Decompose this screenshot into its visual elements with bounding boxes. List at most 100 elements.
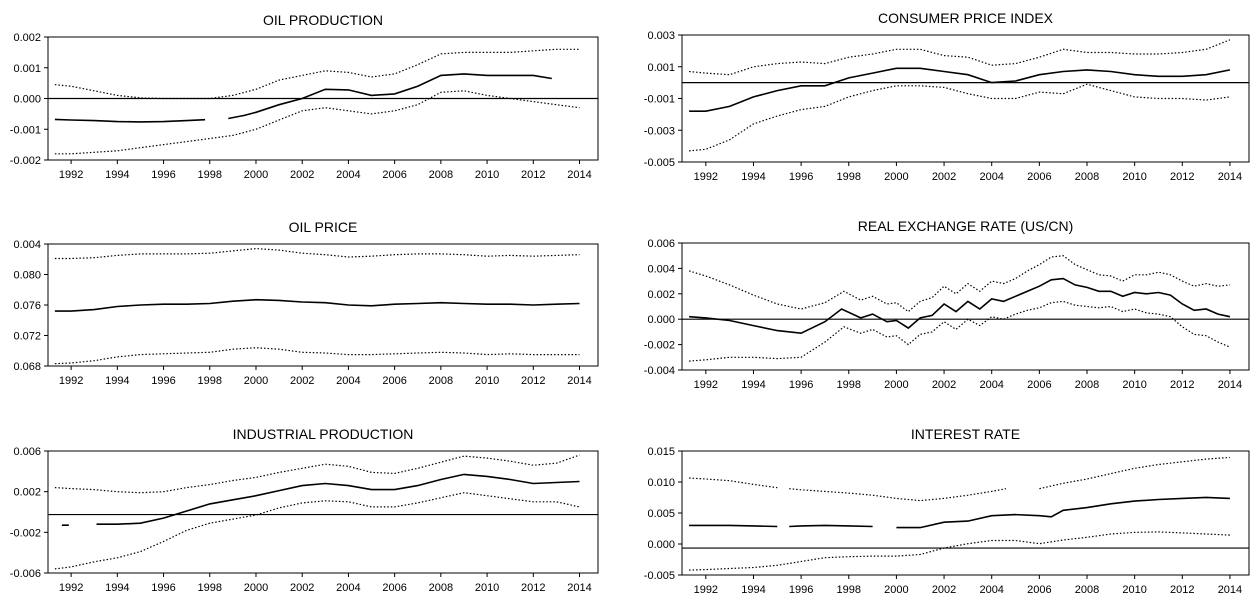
x-tick-label: 2002 — [290, 375, 314, 387]
x-tick-label: 1996 — [151, 582, 175, 594]
x-tick-label: 2006 — [382, 169, 406, 181]
chart-panel: OIL PRODUCTION 0.002 0.001 0.000 -0.001 -0.00… — [10, 12, 599, 181]
y-tick-label: 0.000 — [647, 314, 675, 326]
chart-title: CONSUMER PRICE INDEX — [878, 10, 1054, 26]
x-tick-label: 1994 — [105, 169, 129, 181]
y-tick-label: -0.002 — [10, 155, 41, 167]
x-tick-label: 1996 — [151, 375, 175, 387]
plot-frame — [681, 34, 1250, 163]
x-tick-label: 1992 — [59, 582, 83, 594]
x-tick-label: 2008 — [1075, 379, 1099, 391]
x-tick-label: 2000 — [244, 169, 268, 181]
x-tick-label: 2012 — [1170, 584, 1194, 596]
x-tick-label: 2000 — [884, 379, 908, 391]
x-tick-label: 1998 — [837, 379, 861, 391]
estimate-line — [689, 496, 1230, 529]
x-tick-label: 2004 — [336, 169, 360, 181]
chart-panel: REAL EXCHANGE RATE (US/CN) 0.006 0.004 0.00… — [644, 218, 1250, 391]
y-tick-label: 0.003 — [647, 30, 675, 42]
x-tick-label: 2014 — [1218, 171, 1242, 183]
x-tick-label: 2006 — [1027, 584, 1051, 596]
chart-title: REAL EXCHANGE RATE (US/CN) — [858, 218, 1073, 234]
chart-panel: CONSUMER PRICE INDEX 0.003 0.001 -0.001 -0.0… — [644, 10, 1250, 183]
y-tick-label: -0.001 — [644, 94, 675, 106]
y-tick-label: -0.002 — [10, 527, 41, 539]
y-tick-label: -0.005 — [644, 157, 675, 169]
y-tick-label: -0.006 — [10, 568, 41, 580]
y-tick-label: 0.001 — [13, 63, 41, 75]
estimate-line — [54, 298, 580, 312]
x-tick-label: 2010 — [475, 582, 499, 594]
y-tick-label: 0.000 — [13, 94, 41, 106]
x-tick-label: 2012 — [521, 375, 545, 387]
x-tick-label: 1998 — [198, 169, 222, 181]
x-tick-label: 2014 — [567, 582, 591, 594]
chart-title: OIL PRODUCTION — [263, 12, 383, 28]
x-tick-label: 2006 — [1027, 379, 1051, 391]
x-tick-label: 1996 — [789, 171, 813, 183]
x-tick-label: 1992 — [694, 584, 718, 596]
plot-frame — [681, 450, 1250, 576]
y-tick-label: 0.002 — [13, 32, 41, 44]
x-tick-label: 1992 — [59, 375, 83, 387]
x-tick-label: 1996 — [789, 584, 813, 596]
x-tick-label: 2004 — [336, 375, 360, 387]
x-tick-label: 2004 — [979, 171, 1003, 183]
x-tick-label: 2008 — [429, 582, 453, 594]
y-tick-label: 0.006 — [13, 446, 41, 458]
lower-band-line — [54, 90, 580, 155]
x-tick-label: 1998 — [837, 584, 861, 596]
lower-band-line — [689, 300, 1231, 362]
x-tick-label: 2014 — [1218, 379, 1242, 391]
x-tick-label: 1994 — [741, 584, 765, 596]
lower-band-line — [689, 83, 1230, 152]
upper-band-line — [689, 456, 1230, 502]
y-tick-label: 0.068 — [13, 361, 41, 373]
x-tick-label: 2004 — [336, 582, 360, 594]
y-tick-label: 0.015 — [647, 446, 675, 458]
x-tick-label: 2012 — [1170, 171, 1194, 183]
y-tick-label: -0.003 — [644, 125, 675, 137]
x-tick-label: 2008 — [1075, 584, 1099, 596]
estimate-line — [689, 67, 1231, 112]
x-tick-label: 2006 — [382, 375, 406, 387]
y-tick-label: -0.004 — [644, 365, 675, 377]
y-tick-label: 0.072 — [13, 331, 41, 343]
x-tick-label: 2014 — [1218, 584, 1242, 596]
x-tick-label: 2000 — [244, 375, 268, 387]
lower-band-line — [54, 492, 580, 570]
y-tick-label: 0.080 — [13, 270, 41, 282]
x-tick-label: 2014 — [567, 169, 591, 181]
x-tick-label: 2000 — [244, 582, 268, 594]
lower-band-line — [54, 347, 580, 365]
y-tick-label: -0.002 — [644, 340, 675, 352]
x-tick-label: 1998 — [198, 375, 222, 387]
x-tick-label: 2002 — [932, 584, 956, 596]
x-tick-label: 2008 — [1075, 171, 1099, 183]
y-tick-label: 0.001 — [647, 62, 675, 74]
x-tick-label: 1992 — [694, 379, 718, 391]
x-tick-label: 1998 — [198, 582, 222, 594]
x-tick-label: 1994 — [741, 171, 765, 183]
y-tick-label: 0.076 — [13, 300, 41, 312]
plot-frame — [681, 242, 1250, 371]
chart-panel: INTEREST RATE 0.015 0.010 0.005 0.000 -0.005 1… — [644, 426, 1250, 596]
x-tick-label: 1996 — [151, 169, 175, 181]
x-tick-label: 1996 — [789, 379, 813, 391]
x-tick-label: 2014 — [567, 375, 591, 387]
y-tick-label: 0.005 — [647, 508, 675, 520]
x-tick-label: 1994 — [741, 379, 765, 391]
x-tick-label: 1998 — [837, 171, 861, 183]
estimate-line — [54, 73, 552, 123]
upper-band-line — [54, 454, 580, 494]
x-tick-label: 2008 — [429, 375, 453, 387]
chart-panel: OIL PRICE 0.004 0.080 0.076 0.072 0.068 1992 19… — [13, 219, 599, 387]
x-tick-label: 2006 — [382, 582, 406, 594]
x-tick-label: 2002 — [932, 379, 956, 391]
y-tick-label: 0.010 — [647, 477, 675, 489]
y-tick-label: 0.004 — [647, 263, 675, 275]
upper-band-line — [54, 247, 580, 260]
x-tick-label: 2010 — [475, 375, 499, 387]
x-tick-label: 1992 — [694, 171, 718, 183]
